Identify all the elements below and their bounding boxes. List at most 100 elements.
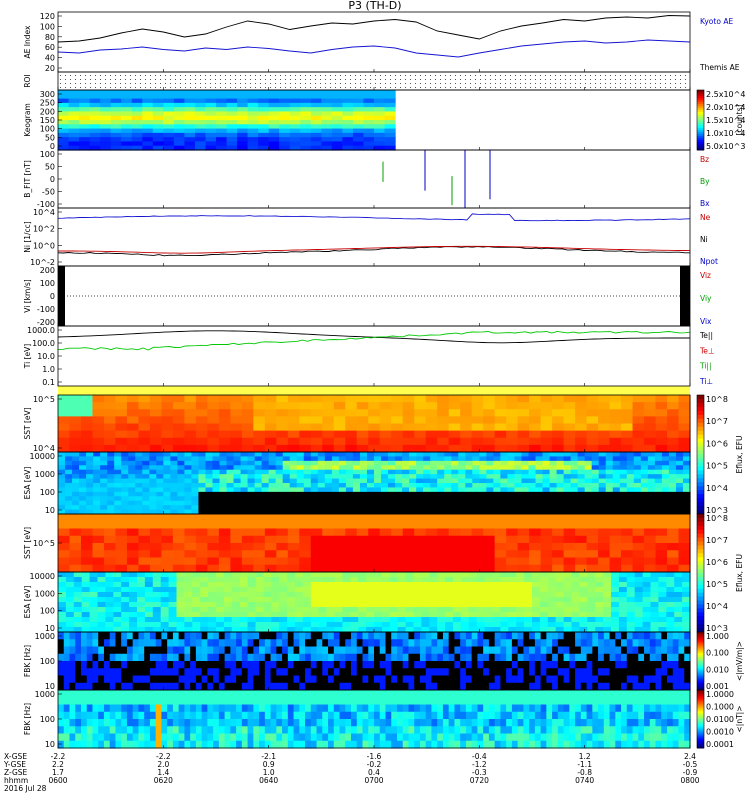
keogram-cell [258, 94, 270, 100]
esa-electron-cell [72, 474, 80, 480]
sst-electron-cell [310, 430, 323, 439]
esa-electron-cell [156, 487, 164, 493]
esa-ion-cell [484, 622, 494, 628]
fbk-b-cell [368, 719, 375, 727]
esa-electron-cell [296, 460, 305, 466]
esa-electron-cell [633, 478, 642, 484]
sst-electron-cell [149, 444, 163, 453]
esa-electron-cell [577, 496, 586, 502]
esa-electron-cell [86, 460, 94, 466]
keogram-cell [58, 145, 70, 151]
fbk-b-cell [276, 733, 283, 742]
keogram-cell [342, 94, 354, 100]
keogram-cell [110, 137, 122, 143]
fbk-e-cell [138, 668, 145, 677]
esa-electron-cell [486, 460, 494, 466]
esa-electron-cell [226, 491, 235, 497]
esa-electron-cell [535, 509, 544, 515]
sst-ion-cell [598, 557, 611, 566]
fbk-e-cell [115, 675, 122, 684]
fbk-e-cell [529, 675, 536, 684]
fbk-e-cell [414, 668, 421, 677]
sst-ion-cell [575, 535, 588, 544]
esa-electron-cell [254, 496, 263, 502]
esa-electron-cell [177, 452, 185, 458]
esa-electron-cell [626, 460, 635, 466]
esa-electron-cell [121, 500, 129, 506]
sst-ion-cell [230, 550, 243, 559]
esa-electron-cell [114, 456, 122, 462]
fbk-e-cell [224, 646, 231, 655]
fbk-e-cell [385, 653, 392, 662]
esa-electron-cell [114, 469, 122, 475]
esa-electron-cell [65, 460, 73, 466]
sst-electron-cell [310, 402, 323, 410]
fbk-e-cell [322, 668, 329, 677]
esa-electron-cell [654, 460, 663, 466]
fbk-e-cell [592, 653, 599, 662]
esa-electron-cell [338, 483, 347, 489]
keogram-cell [374, 90, 386, 95]
esa-electron-cell [549, 456, 558, 462]
sst-ion-cell [552, 543, 565, 551]
fbk-b-cell [437, 697, 444, 706]
keogram-cell [363, 107, 375, 113]
sst-electron-cell [575, 416, 588, 425]
sst-ion-cell [276, 550, 289, 559]
esa-electron-cell [472, 460, 480, 466]
fbk-e-cell [477, 639, 484, 648]
fbk-e-cell [218, 639, 226, 648]
fbk-b-cell [213, 697, 220, 706]
esa-electron-cell [654, 500, 663, 506]
sst-electron-cell [161, 416, 174, 425]
fbk-b-cell [80, 711, 88, 720]
keogram-cell [216, 141, 228, 147]
esa-electron-cell [156, 483, 164, 489]
esa-ion-cell [405, 592, 415, 598]
keogram-cell [100, 145, 112, 151]
esa-ion-cell [532, 582, 541, 588]
esa-ion-cell [500, 612, 509, 618]
esa-ion-cell [184, 577, 193, 583]
fbk-e-cell [121, 661, 128, 669]
sst-electron-cell [667, 444, 680, 453]
esa-ion-cell [208, 627, 217, 633]
esa-ion-cell [508, 592, 517, 598]
fbk-e-cell [609, 646, 616, 655]
esa-electron-cell [310, 465, 319, 471]
esa-ion-cell [192, 582, 201, 588]
sst-electron-cell [437, 423, 450, 432]
keogram-cell [184, 111, 196, 117]
esa-ion-cell [358, 627, 367, 633]
sst-ion-cell [195, 550, 208, 559]
esa-ion-cell [279, 622, 288, 628]
keogram-cell [89, 94, 101, 100]
fbk-b-cell [328, 711, 335, 720]
fbk-b-cell [408, 733, 415, 742]
esa-ion-cell [547, 607, 557, 613]
fbk-e-cell [465, 632, 473, 640]
esa-electron-cell [465, 500, 473, 506]
fbk-b-cell [213, 740, 220, 749]
esa-ion-cell [413, 582, 422, 588]
keogram-cell [352, 111, 365, 117]
sst-ion-cell [506, 543, 519, 551]
sst-electron-cell [678, 444, 691, 453]
esa-electron-cell [331, 452, 340, 458]
fbk-e-cell [477, 675, 484, 684]
esa-ion-cell [58, 597, 67, 603]
esa-electron-cell [458, 505, 466, 511]
esa-electron-cell [282, 500, 291, 506]
fbk-e-cell [287, 668, 295, 677]
sst-electron-cell [644, 416, 657, 425]
esa-electron-cell [458, 483, 466, 489]
esa-electron-cell [437, 483, 445, 489]
sst-electron-cell [494, 409, 507, 417]
fbk-b-cell [402, 726, 410, 735]
esa-electron-cell [661, 452, 670, 458]
keogram-cell [79, 128, 91, 134]
keogram-cell [68, 132, 80, 138]
sst-ion-cell [379, 528, 392, 537]
esa-ion-cell [239, 607, 249, 613]
fbk-e-cell [563, 675, 570, 684]
